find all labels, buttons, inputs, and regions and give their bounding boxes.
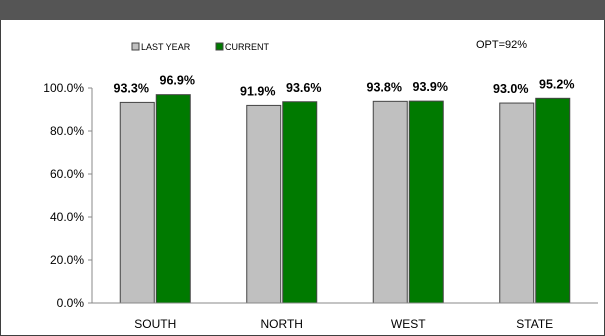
data-label-current-state: 95.2% xyxy=(539,77,574,91)
legend-label-last-year: LAST YEAR xyxy=(141,42,191,52)
legend: LAST YEAR CURRENT xyxy=(131,42,270,52)
y-tick-label: 80.0% xyxy=(50,124,84,138)
y-tick-label: 40.0% xyxy=(50,210,84,224)
y-tick-label: 0.0% xyxy=(57,296,85,310)
x-tick-label-south: SOUTH xyxy=(134,317,176,331)
y-tick-label: 100.0% xyxy=(43,81,84,95)
bar-last-year-west xyxy=(372,100,408,304)
bar-current-south xyxy=(155,94,191,304)
bars xyxy=(119,94,571,304)
bar-current-north xyxy=(282,101,318,304)
x-tick-label-north: NORTH xyxy=(261,317,303,331)
data-label-last-year-state: 93.0% xyxy=(493,82,528,96)
data-label-last-year-west: 93.8% xyxy=(367,80,402,94)
bar-last-year-state xyxy=(499,102,535,304)
bar-current-state xyxy=(535,97,571,304)
y-axis: 0.0% 20.0% 40.0% 60.0% 80.0% 100.0% xyxy=(43,81,93,310)
x-axis: SOUTH NORTH WEST STATE xyxy=(92,302,598,331)
legend-label-current: CURRENT xyxy=(225,42,270,52)
data-label-last-year-north: 91.9% xyxy=(240,84,275,98)
legend-swatch-current xyxy=(215,42,224,51)
data-labels: 93.3% 96.9% 91.9% 93.6% 93.8% 93.9% 93.0% 95.2% xyxy=(114,74,575,99)
x-tick-label-state: STATE xyxy=(516,317,553,331)
data-label-current-south: 96.9% xyxy=(160,74,195,88)
bar-last-year-south xyxy=(119,101,155,304)
y-tick-label: 20.0% xyxy=(50,253,84,267)
y-tick-label: 60.0% xyxy=(50,167,84,181)
bar-current-west xyxy=(408,100,444,304)
data-label-current-north: 93.6% xyxy=(286,81,321,95)
data-label-current-west: 93.9% xyxy=(413,80,448,94)
legend-swatch-last-year xyxy=(131,42,140,51)
data-label-last-year-south: 93.3% xyxy=(114,81,149,95)
opt-annotation: OPT=92% xyxy=(476,39,527,51)
header-bar xyxy=(0,0,605,20)
x-tick-label-west: WEST xyxy=(391,317,426,331)
bar-last-year-north xyxy=(246,104,282,304)
